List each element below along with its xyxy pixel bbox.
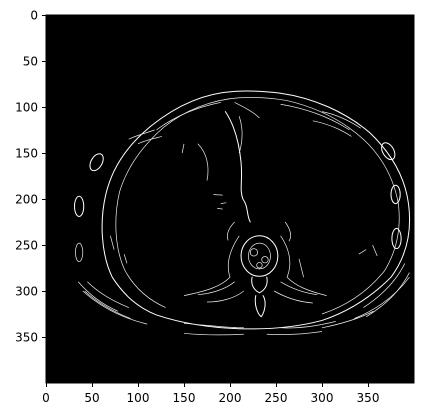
- rib-right-1: [381, 142, 396, 161]
- heart-contour: [197, 143, 223, 196]
- mediastinum-left: [224, 111, 251, 223]
- mediastinum-right: [234, 102, 260, 154]
- y-tick-label: 300: [15, 285, 38, 299]
- rib-left-anterior: [128, 129, 163, 145]
- posterior-skin-right: [321, 276, 410, 329]
- paraspinal-right: [280, 221, 327, 296]
- vertebra: [240, 235, 279, 277]
- y-tick-label: 150: [15, 147, 38, 161]
- x-tick-label: 250: [265, 391, 288, 405]
- x-tick-label: 50: [84, 391, 99, 405]
- x-tick-label: 150: [173, 391, 196, 405]
- rib-left-lower: [197, 281, 245, 303]
- small-edges: [110, 143, 378, 278]
- spinous-process: [251, 276, 268, 318]
- rib-right-3: [391, 227, 402, 250]
- rib-left-posterior: [84, 281, 131, 319]
- x-tick-label: 0: [42, 391, 50, 405]
- image-background: [46, 15, 414, 383]
- x-tick-label: 200: [219, 391, 242, 405]
- rib-left-2: [74, 195, 85, 217]
- y-tick-label: 100: [15, 101, 38, 115]
- x-tick-label: 100: [127, 391, 150, 405]
- y-tick-label: 0: [30, 9, 38, 23]
- y-tick-label: 250: [15, 239, 38, 253]
- x-tick-label: 350: [357, 391, 380, 405]
- rib-left-1: [89, 153, 104, 172]
- rib-left-3: [75, 242, 84, 262]
- spinal-canal-detail-2: [261, 256, 269, 264]
- y-tick-label: 50: [23, 55, 38, 69]
- y-axis: 0 50 100 150 200 250 300 350: [15, 9, 46, 345]
- edge-image: [74, 90, 411, 336]
- paraspinal-left: [183, 221, 240, 296]
- spinal-canal-detail-3: [256, 262, 263, 269]
- rib-right-posterior: [363, 263, 410, 318]
- posterior-skin-left: [77, 281, 148, 325]
- skin-line-top: [156, 102, 350, 131]
- y-tick-label: 350: [15, 331, 38, 345]
- x-axis: 0 50 100 150 200 250 300 350: [42, 383, 379, 405]
- body-outline: [101, 90, 411, 330]
- rib-right-anterior: [312, 111, 361, 137]
- y-tick-label: 200: [15, 193, 38, 207]
- vertebra-inner: [248, 242, 271, 270]
- posterior-soft-tissue: [183, 321, 336, 329]
- rib-right-lower: [273, 281, 318, 304]
- rib-right-2: [390, 184, 401, 205]
- posterior-skin-bottom: [183, 331, 323, 336]
- x-tick-label: 300: [311, 391, 334, 405]
- spinal-canal-detail: [249, 248, 258, 257]
